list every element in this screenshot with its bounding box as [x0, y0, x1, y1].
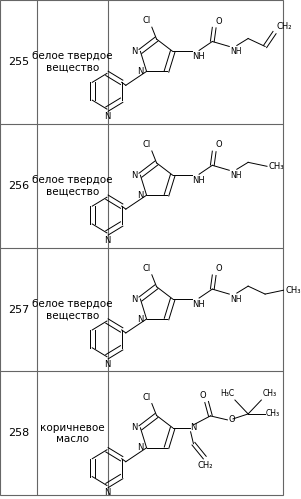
- Text: H₃C: H₃C: [220, 389, 234, 398]
- Text: белое твердое
вещество: белое твердое вещество: [32, 51, 112, 73]
- Text: O: O: [228, 415, 235, 424]
- Text: 256: 256: [8, 181, 29, 191]
- Text: CH₃: CH₃: [266, 409, 280, 419]
- Text: белое твердое
вещество: белое твердое вещество: [32, 299, 112, 320]
- Text: NH: NH: [230, 295, 242, 304]
- Text: NH: NH: [230, 171, 242, 180]
- Text: O: O: [215, 264, 222, 273]
- Text: CH₃: CH₃: [286, 285, 301, 294]
- Text: N: N: [131, 423, 138, 432]
- Text: Cl: Cl: [143, 264, 151, 273]
- Text: N: N: [104, 489, 110, 498]
- Text: N: N: [104, 360, 110, 369]
- Text: CH₂: CH₂: [197, 461, 213, 470]
- Text: белое твердое
вещество: белое твердое вещество: [32, 175, 112, 197]
- Text: N: N: [131, 47, 138, 56]
- Text: N: N: [104, 112, 110, 121]
- Text: 257: 257: [8, 304, 29, 314]
- Text: N: N: [191, 423, 197, 432]
- Text: CH₃: CH₃: [262, 389, 276, 398]
- Text: NH: NH: [193, 300, 205, 309]
- Text: CH₂: CH₂: [276, 21, 292, 30]
- Text: Cl: Cl: [143, 140, 151, 149]
- Text: Cl: Cl: [143, 393, 151, 402]
- Text: N: N: [131, 294, 138, 303]
- Text: 255: 255: [8, 57, 29, 67]
- Text: Cl: Cl: [143, 16, 151, 25]
- Text: N: N: [137, 443, 144, 452]
- Text: O: O: [199, 391, 206, 400]
- Text: N: N: [131, 171, 138, 180]
- Text: N: N: [137, 314, 144, 323]
- Text: 258: 258: [8, 428, 29, 438]
- Text: CH₃: CH₃: [269, 162, 284, 171]
- Text: O: O: [215, 140, 222, 149]
- Text: NH: NH: [193, 176, 205, 185]
- Text: N: N: [137, 191, 144, 200]
- Text: N: N: [137, 67, 144, 76]
- Text: коричневое
масло: коричневое масло: [40, 423, 104, 444]
- Text: O: O: [215, 16, 222, 25]
- Text: NH: NH: [230, 47, 242, 56]
- Text: N: N: [104, 236, 110, 245]
- Text: NH: NH: [193, 52, 205, 61]
